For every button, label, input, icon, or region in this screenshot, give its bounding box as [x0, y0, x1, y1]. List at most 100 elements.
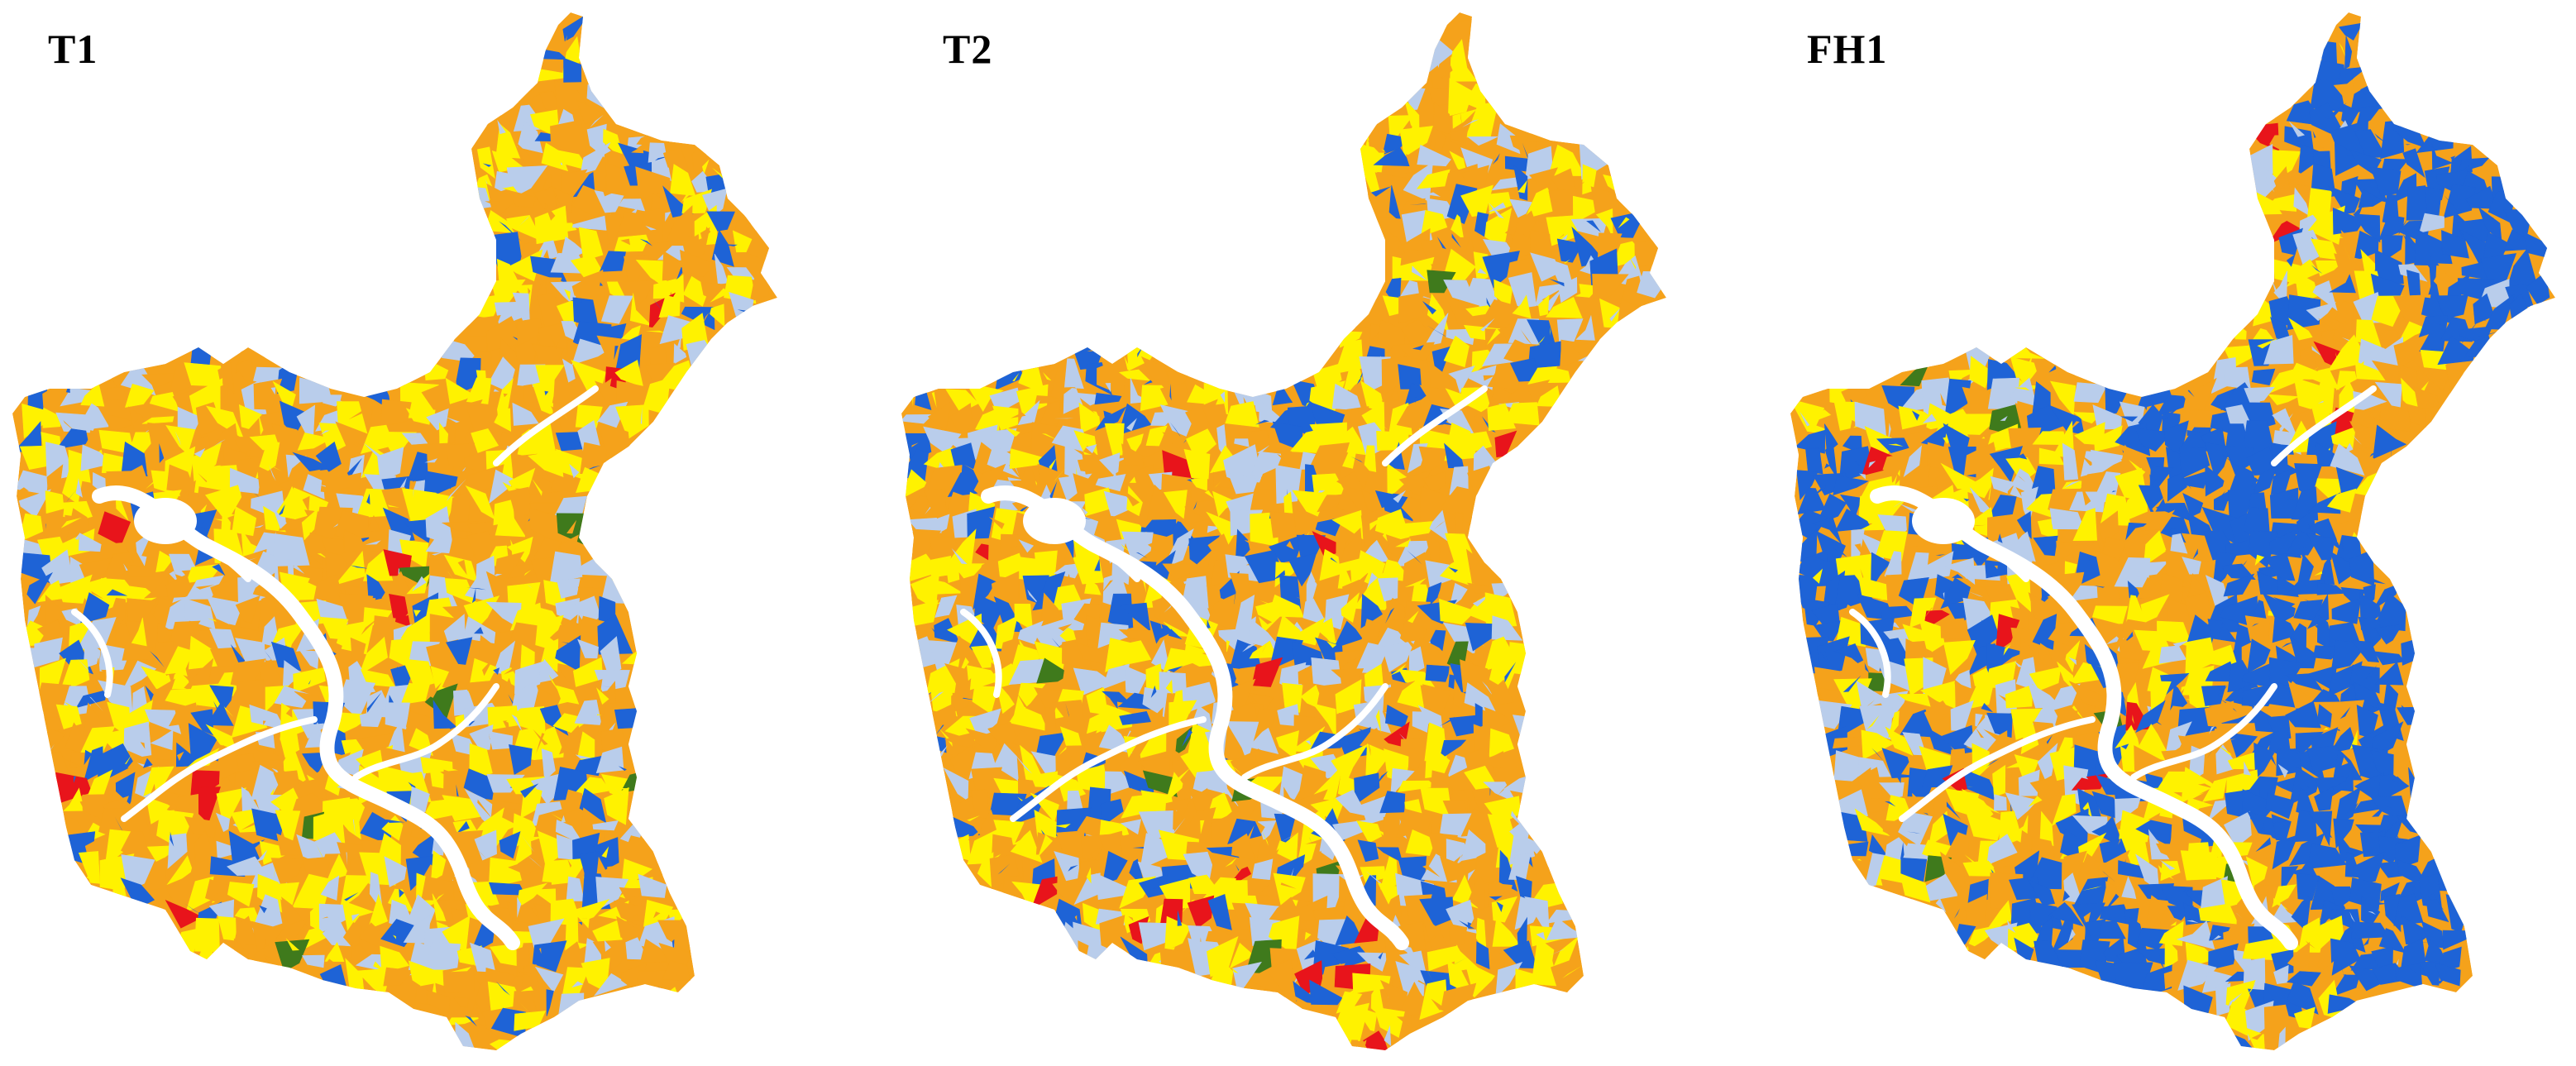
parcel: [658, 294, 681, 318]
parcel: [2068, 681, 2106, 710]
parcel-wedge: [570, 299, 582, 303]
parcel: [2296, 872, 2320, 901]
parcel-wedge: [2210, 653, 2222, 659]
parcel-wedge: [396, 908, 404, 916]
parcel-wedge: [645, 330, 667, 333]
parcel-wedge: [2129, 459, 2146, 476]
parcel-wedge: [1173, 767, 1191, 782]
parcel: [2037, 743, 2058, 780]
parcel: [594, 189, 624, 213]
parcel: [605, 162, 628, 198]
parcel: [2033, 535, 2058, 557]
parcel-wedge: [1129, 476, 1136, 483]
parcel: [2353, 213, 2381, 243]
parcel: [2358, 188, 2383, 208]
parcel-wedge: [2062, 890, 2070, 901]
parcel: [33, 637, 63, 668]
parcel-wedge: [1103, 410, 1112, 419]
parcel: [1227, 472, 1259, 495]
parcel: [1355, 820, 1383, 844]
parcel-wedge: [1403, 634, 1417, 650]
parcel: [1160, 898, 1183, 924]
parcel: [1044, 707, 1057, 741]
parcel: [1377, 577, 1398, 602]
parcel-wedge: [91, 590, 105, 600]
parcel: [2435, 294, 2468, 319]
parcel-wedge: [2218, 685, 2228, 696]
parcel: [2160, 860, 2181, 882]
parcel-wedge: [1375, 709, 1382, 733]
parcel-wedge: [600, 282, 603, 286]
parcel-wedge: [361, 748, 362, 758]
parcel: [562, 358, 576, 383]
parcel: [2272, 150, 2301, 183]
parcel-wedge: [576, 885, 581, 899]
parcel-wedge: [1876, 597, 1890, 601]
parcel: [1338, 527, 1363, 569]
parcel: [384, 856, 407, 887]
parcel: [2333, 83, 2358, 116]
parcel: [1592, 274, 1629, 304]
parcel: [531, 343, 565, 371]
parcel: [2050, 920, 2074, 955]
parcel-wedge: [632, 806, 635, 825]
parcel-wedge: [2192, 548, 2198, 560]
parcel-wedge: [1897, 777, 1901, 784]
parcel: [2182, 492, 2204, 518]
parcel-wedge: [502, 186, 518, 193]
parcel: [1102, 850, 1128, 885]
parcel-wedge: [925, 666, 933, 677]
parcel-wedge: [247, 794, 256, 807]
parcel: [1387, 462, 1410, 499]
parcel-wedge: [125, 754, 132, 764]
parcel: [1187, 895, 1215, 930]
parcel-wedge: [2000, 415, 2008, 421]
parcel: [2425, 899, 2449, 923]
parcel-wedge: [1550, 327, 1551, 336]
parcel: [2167, 471, 2187, 502]
parcel-wedge: [2081, 455, 2095, 466]
parcel-wedge: [2286, 254, 2296, 267]
parcel: [2251, 368, 2276, 386]
parcel: [342, 900, 375, 933]
parcel-wedge: [2267, 442, 2282, 452]
parcel-wedge: [517, 896, 522, 918]
parcel: [638, 873, 667, 898]
parcel: [1865, 648, 1885, 672]
parcel-wedge: [515, 970, 532, 978]
parcel: [1854, 808, 1890, 837]
parcel: [1795, 429, 1826, 454]
parcel-wedge: [2105, 636, 2121, 645]
parcel: [1247, 877, 1280, 896]
river-branch: [1010, 716, 1207, 822]
parcel: [1963, 442, 2000, 476]
parcel: [686, 339, 719, 372]
parcel-wedge: [1207, 619, 1211, 629]
parcel: [1824, 423, 1838, 454]
parcel: [2029, 667, 2062, 691]
parcel-wedge: [1440, 717, 1455, 726]
parcel-wedge: [1038, 834, 1053, 858]
map-panel-t1: T1: [0, 0, 877, 1066]
parcel-wedge: [66, 488, 78, 502]
parcel: [1833, 475, 1869, 496]
parcel: [1017, 620, 1044, 645]
parcel-wedge: [2358, 768, 2370, 779]
parcel: [206, 700, 234, 726]
parcel-wedge: [485, 201, 500, 207]
parcel-wedge: [1126, 418, 1137, 432]
parcel: [1425, 560, 1454, 588]
parcel-wedge: [2323, 727, 2330, 730]
parcel: [2231, 320, 2247, 340]
parcel: [1055, 404, 1086, 433]
parcel-wedge: [2149, 474, 2156, 486]
parcel: [42, 407, 61, 428]
parcel-wedge: [557, 697, 567, 705]
parcel: [1096, 704, 1135, 734]
parcel-wedge: [2341, 757, 2349, 766]
parcel-wedge: [2294, 748, 2301, 759]
parcel: [1382, 640, 1415, 672]
parcel: [557, 992, 585, 1019]
parcel-wedge: [1432, 955, 1435, 958]
parcel-wedge: [1458, 920, 1474, 929]
